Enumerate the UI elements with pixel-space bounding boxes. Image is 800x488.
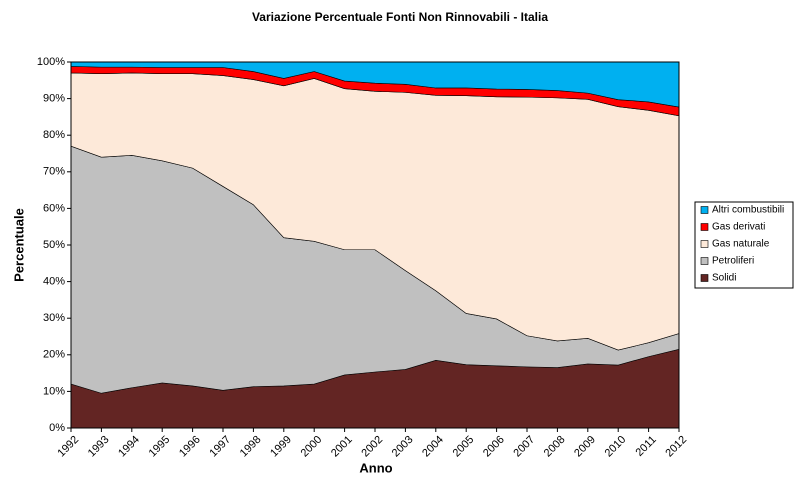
x-tick-label: 1992	[55, 434, 81, 460]
x-tick-label: 2008	[542, 434, 568, 460]
legend-swatch	[700, 274, 709, 282]
legend-label: Gas naturale	[712, 239, 770, 250]
legend-swatch	[700, 240, 709, 248]
legend-swatch	[700, 257, 709, 265]
x-tick-label: 2011	[634, 434, 659, 459]
x-tick-label: 2012	[663, 434, 689, 460]
chart-title: Variazione Percentuale Fonti Non Rinnova…	[252, 10, 548, 24]
legend-swatch	[700, 206, 709, 214]
y-tick-label: 20%	[43, 349, 65, 361]
y-tick-label: 80%	[43, 129, 65, 141]
legend-label: Altri combustibili	[712, 205, 784, 216]
x-tick-label: 2005	[451, 434, 477, 460]
y-tick-label: 40%	[43, 276, 65, 288]
x-tick-label: 1998	[238, 434, 264, 460]
x-tick-label: 2010	[603, 434, 629, 460]
y-tick-label: 70%	[43, 166, 65, 178]
x-tick-label: 1996	[177, 434, 203, 460]
plot-area	[70, 61, 680, 429]
legend-label: Solidi	[712, 273, 736, 284]
x-tick-label: 1997	[207, 434, 233, 460]
x-tick-label: 2009	[572, 434, 598, 460]
x-tick-label: 1999	[268, 434, 294, 460]
y-tick-label: 0%	[49, 422, 65, 434]
y-tick-label: 60%	[43, 202, 65, 214]
x-tick-label: 2006	[481, 434, 507, 460]
y-axis-label: Percentuale	[11, 208, 26, 282]
x-tick-label: 1993	[86, 434, 112, 460]
x-tick-label: 2003	[390, 434, 416, 460]
legend-label: Gas derivati	[712, 222, 765, 233]
x-tick-label: 2004	[420, 434, 446, 460]
x-tick-label: 1994	[116, 434, 142, 460]
x-tick-label: 2001	[329, 434, 355, 460]
x-tick-label: 1995	[147, 434, 173, 460]
y-tick-label: 100%	[37, 56, 65, 68]
y-tick-label: 50%	[43, 239, 65, 251]
legend-entries: Solidi Petroliferi Gas naturale Gas derivat…	[700, 205, 784, 284]
x-axis-label: Anno	[359, 460, 392, 475]
y-tick-label: 10%	[43, 385, 65, 397]
x-tick-label: 2007	[511, 434, 537, 460]
legend	[694, 201, 794, 289]
legend-swatch	[700, 223, 709, 231]
y-tick-label: 90%	[43, 93, 65, 105]
y-tick-label: 30%	[43, 312, 65, 324]
legend-label: Petroliferi	[712, 256, 754, 267]
x-tick-label: 2000	[299, 434, 325, 460]
x-tick-label: 2002	[359, 434, 385, 460]
